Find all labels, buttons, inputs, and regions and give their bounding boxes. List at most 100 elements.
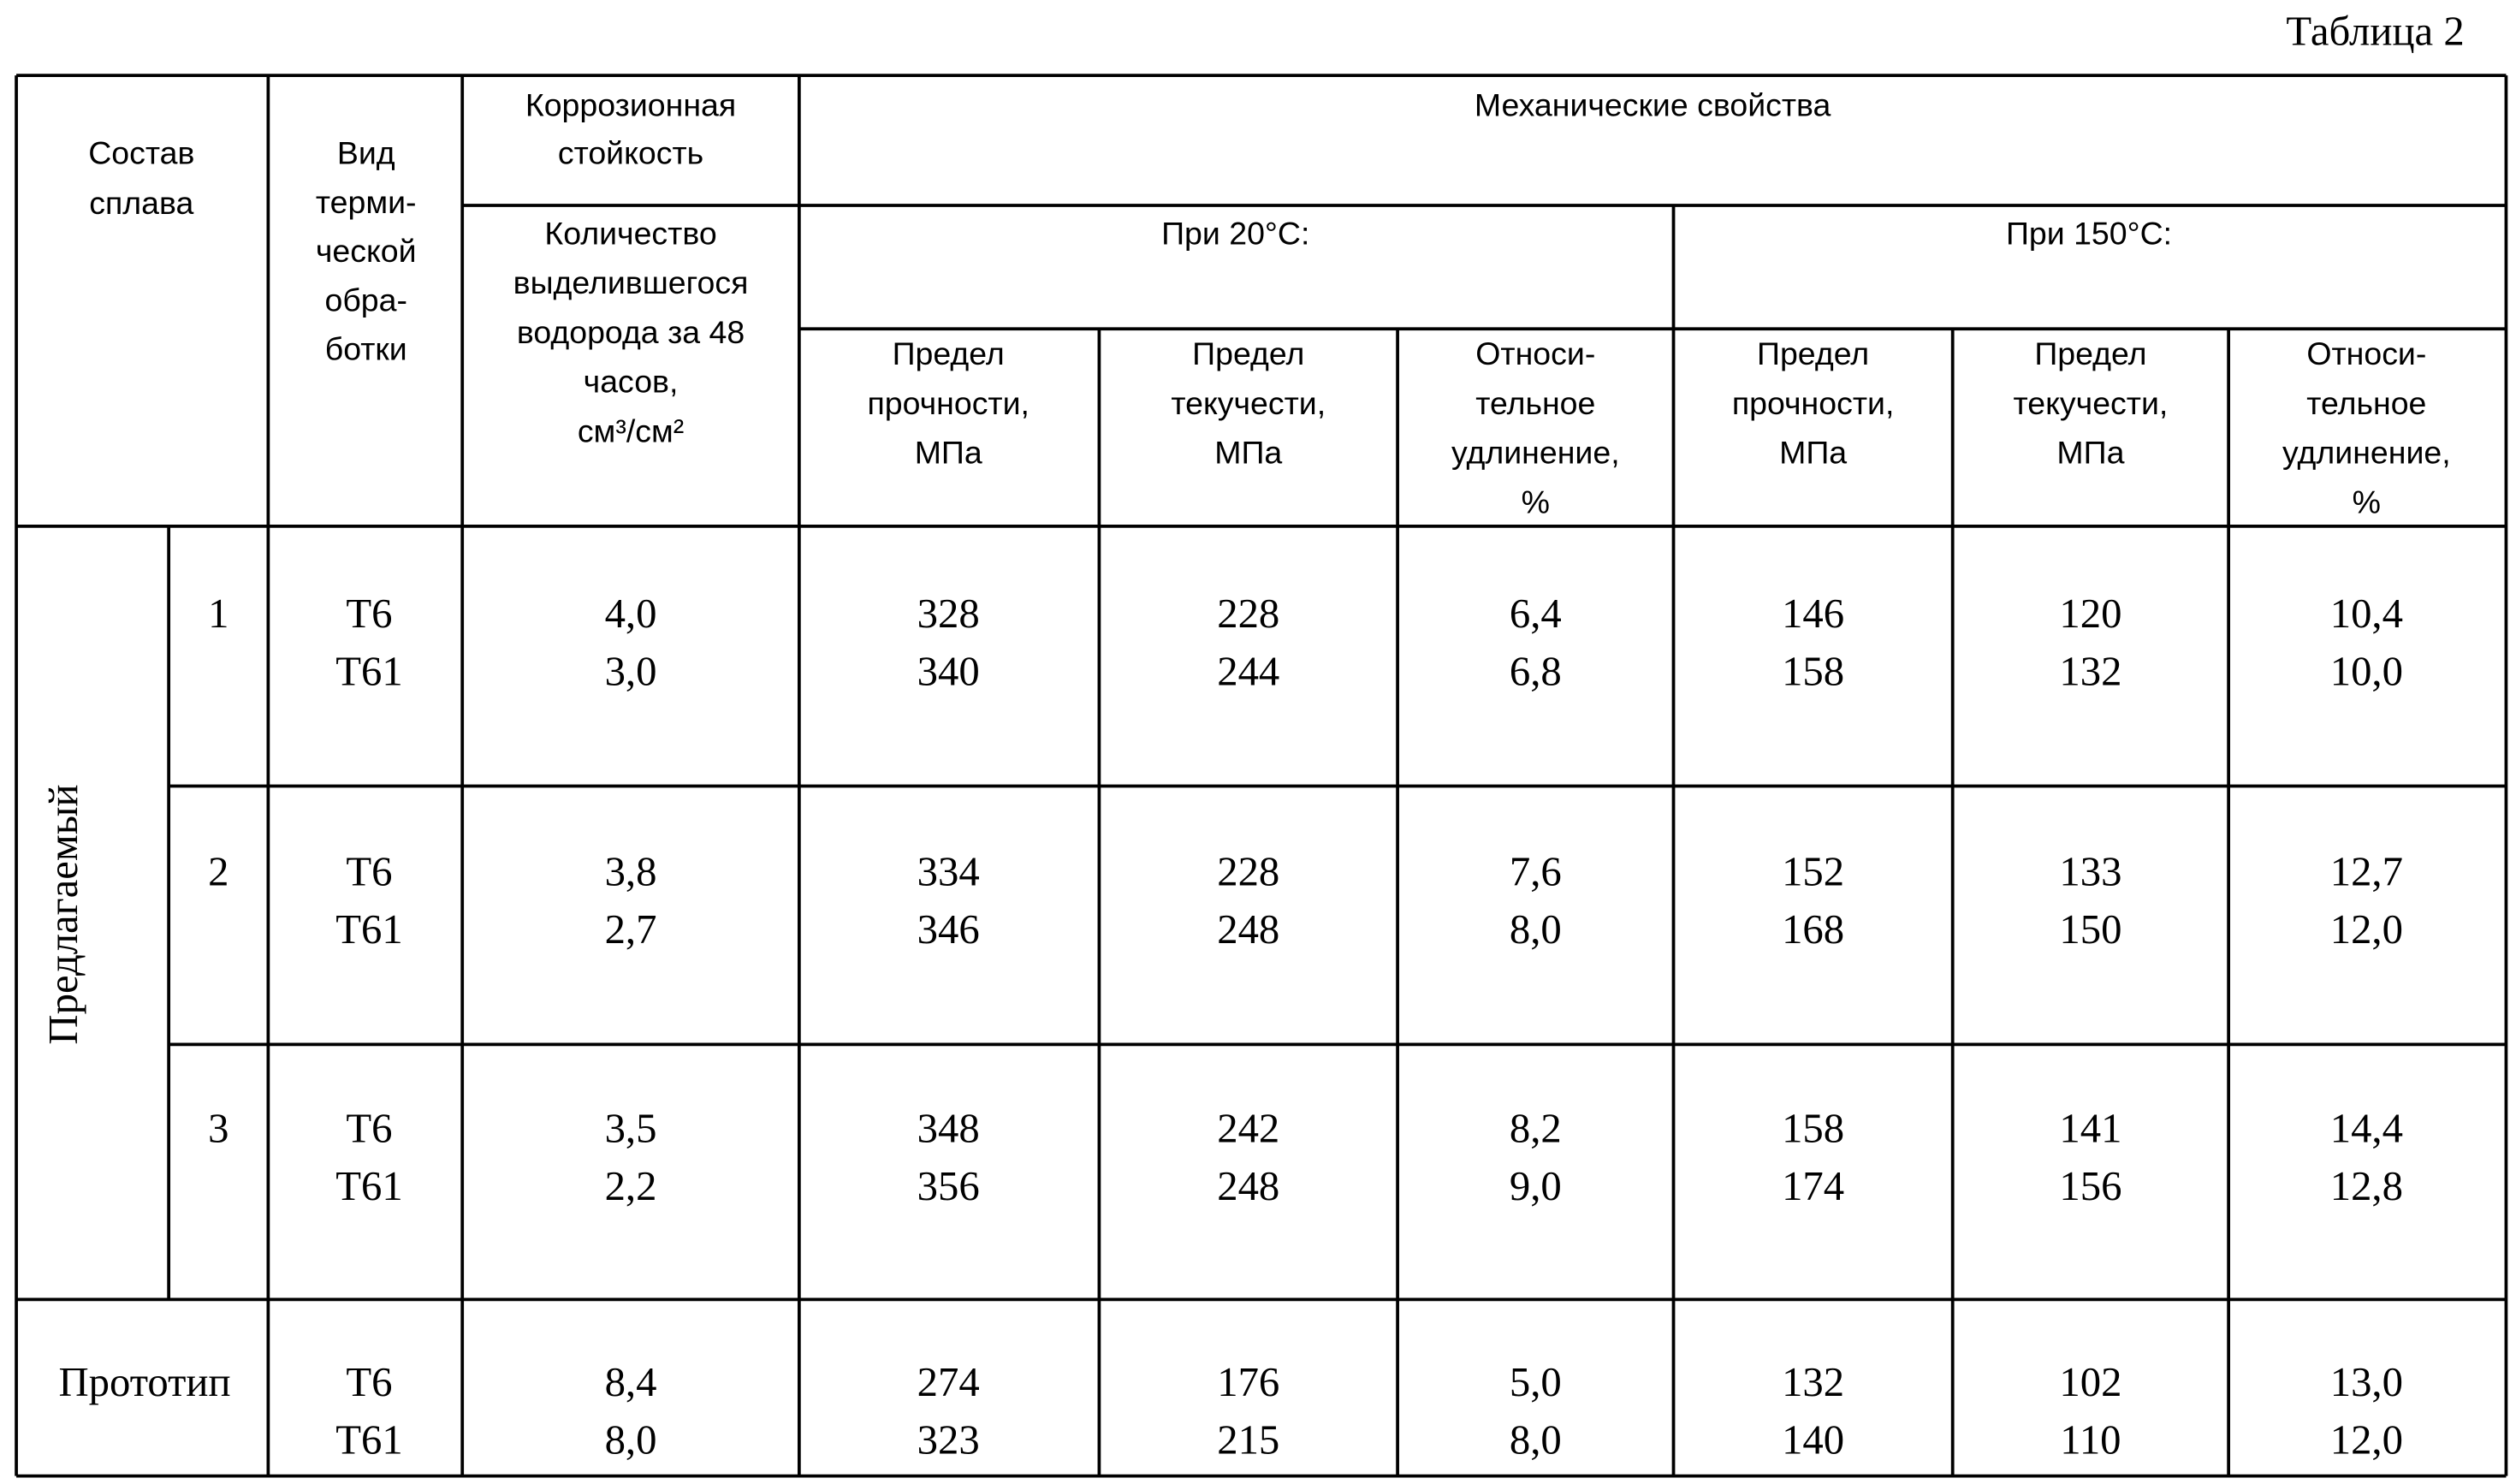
cell: 346: [917, 906, 980, 953]
cell: 156: [2059, 1163, 2121, 1209]
header-cell: При 150°С:: [2006, 215, 2172, 251]
cell: Т6: [346, 1359, 392, 1405]
cell: 7,6: [1510, 849, 1562, 895]
cell: 5,0: [1510, 1359, 1562, 1405]
cell: 8,2: [1510, 1106, 1562, 1152]
cell: 348: [917, 1106, 980, 1152]
cell: 158: [1782, 1106, 1844, 1152]
header-line: Вид: [337, 135, 395, 171]
header-line: удлинение,: [1451, 435, 1620, 471]
cell: 215: [1217, 1416, 1279, 1463]
cell: 10,4: [2330, 591, 2403, 637]
cell: 132: [1782, 1359, 1844, 1405]
header-line: МПа: [2056, 435, 2124, 471]
cell: 141: [2059, 1106, 2121, 1152]
cell: 150: [2059, 906, 2121, 953]
header-line: %: [1522, 484, 1550, 519]
header-line: см³/см²: [578, 413, 684, 448]
header-line: Относи-: [2306, 335, 2426, 371]
header-line: Относи-: [1475, 335, 1595, 371]
header-line: Коррозионная: [525, 87, 736, 123]
header-line: Предел: [1757, 335, 1869, 371]
header-line: ческой: [316, 233, 417, 269]
header-line: %: [2353, 484, 2381, 519]
header-line: текучести,: [1171, 385, 1326, 421]
header-line: ботки: [325, 330, 407, 366]
header-line: текучести,: [2014, 385, 2169, 421]
cell: 146: [1782, 591, 1844, 637]
cell: 6,8: [1510, 648, 1562, 694]
cell: 334: [917, 849, 980, 895]
cell: 242: [1217, 1106, 1279, 1152]
cell: 14,4: [2330, 1106, 2403, 1152]
cell: 274: [917, 1359, 980, 1405]
cell: 13,0: [2330, 1359, 2403, 1405]
header-line: прочности,: [1732, 385, 1895, 421]
cell: 228: [1217, 591, 1279, 637]
header-line: МПа: [1779, 435, 1847, 471]
cell: 3,0: [605, 648, 657, 694]
cell: 9,0: [1510, 1163, 1562, 1209]
cell: 8,0: [1510, 906, 1562, 953]
cell: 3,5: [605, 1106, 657, 1152]
cell: 133: [2059, 849, 2121, 895]
header-line: сплава: [89, 185, 193, 221]
cell: 2,7: [605, 906, 657, 953]
cell: 12,0: [2330, 906, 2403, 953]
header-line: Количество: [544, 215, 716, 251]
header-line: стойкость: [558, 135, 703, 171]
cell: 248: [1217, 906, 1279, 953]
header-line: выделившегося: [513, 264, 749, 300]
cell: 340: [917, 648, 980, 694]
row-label: Прототип: [59, 1359, 231, 1405]
cell: 110: [2060, 1416, 2121, 1463]
cell: 244: [1217, 648, 1279, 694]
header-cell: Механические свойства: [1475, 87, 1831, 123]
cell: 102: [2059, 1359, 2121, 1405]
cell: 328: [917, 591, 980, 637]
cell: 152: [1782, 849, 1844, 895]
header-line: тельное: [2306, 385, 2426, 421]
cell: 2,2: [605, 1163, 657, 1209]
cell: Т61: [335, 1416, 402, 1463]
header-cell: При 20°С:: [1161, 215, 1309, 251]
cell: Т6: [346, 1106, 392, 1152]
header-line: Предел: [893, 335, 1005, 371]
header-line: удлинение,: [2282, 435, 2451, 471]
row-group-label: Предлагаемый: [40, 784, 86, 1044]
cell: Т6: [346, 591, 392, 637]
cell: 8,4: [605, 1359, 657, 1405]
cell: Т61: [335, 648, 402, 694]
cell: 8,0: [1510, 1416, 1562, 1463]
cell: 12,8: [2330, 1163, 2403, 1209]
header-line: обра-: [324, 282, 407, 318]
cell: 176: [1217, 1359, 1279, 1405]
cell: 4,0: [605, 591, 657, 637]
cell: 120: [2059, 591, 2121, 637]
cell: 174: [1782, 1163, 1844, 1209]
header-line: МПа: [1214, 435, 1282, 471]
cell: 158: [1782, 648, 1844, 694]
header-line: водорода за 48: [517, 314, 745, 350]
cell: 8,0: [605, 1416, 657, 1463]
cell: 6,4: [1510, 591, 1562, 637]
cell: 12,0: [2330, 1416, 2403, 1463]
caption: Таблица 2: [2286, 8, 2464, 54]
header-line: Состав: [88, 135, 194, 171]
header-line: Предел: [1192, 335, 1304, 371]
group-number: 3: [208, 1106, 228, 1152]
header-line: МПа: [915, 435, 982, 471]
cell: 132: [2059, 648, 2121, 694]
cell: 323: [917, 1416, 980, 1463]
cell: Т6: [346, 849, 392, 895]
cell: 12,7: [2330, 849, 2403, 895]
cell: Т61: [335, 1163, 402, 1209]
cell: 356: [917, 1163, 980, 1209]
cell: 140: [1782, 1416, 1844, 1463]
header-line: прочности,: [867, 385, 1030, 421]
cell: Т61: [335, 906, 402, 953]
header-line: часов,: [584, 364, 679, 400]
header-line: тельное: [1475, 385, 1595, 421]
header-line: терми-: [316, 184, 417, 220]
